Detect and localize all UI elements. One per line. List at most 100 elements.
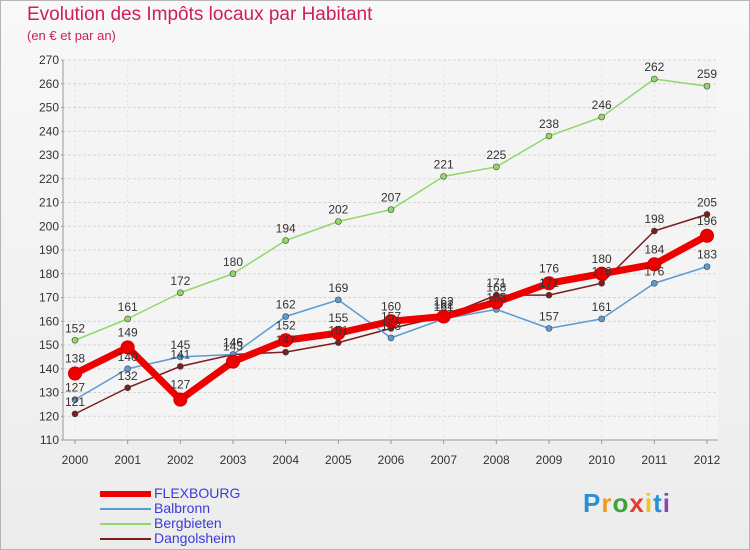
data-point-dangolsheim [335, 339, 342, 346]
data-label-flexbourg: 127 [170, 378, 190, 392]
data-point-bergbieten [651, 75, 658, 83]
data-point-flexbourg [700, 228, 714, 243]
x-tick-label: 2009 [536, 453, 563, 467]
data-point-dangolsheim [703, 211, 711, 218]
data-point-bergbieten [440, 173, 447, 180]
legend-label: FLEXBOURG [154, 485, 241, 501]
data-label-dangolsheim: 146 [223, 336, 243, 350]
legend-swatch [100, 508, 151, 510]
y-tick-label: 110 [40, 433, 59, 447]
data-label-dangolsheim: 132 [118, 369, 138, 383]
x-tick-label: 2004 [272, 453, 299, 467]
data-point-dangolsheim [651, 227, 658, 235]
data-point-flexbourg [647, 257, 662, 272]
data-point-dangolsheim [282, 348, 289, 356]
data-point-dangolsheim [124, 384, 131, 392]
data-point-bergbieten [71, 336, 79, 344]
x-tick-label: 2012 [694, 453, 721, 467]
data-point-bergbieten [703, 82, 711, 90]
data-label-dangolsheim: 151 [328, 324, 348, 338]
data-point-balbronn [124, 365, 131, 373]
data-label-balbronn: 165 [486, 290, 506, 304]
data-point-flexbourg [278, 333, 293, 348]
data-point-flexbourg [436, 309, 451, 324]
grid-lines [63, 59, 718, 441]
data-label-dangolsheim: 205 [697, 195, 717, 209]
data-point-bergbieten [282, 237, 289, 244]
logo-letter: o [612, 488, 630, 518]
data-label-balbronn: 145 [170, 338, 190, 352]
data-point-flexbourg [226, 354, 240, 369]
data-point-balbronn [651, 279, 658, 287]
data-point-flexbourg [120, 340, 135, 355]
data-label-bergbieten: 259 [697, 67, 717, 81]
data-label-flexbourg: 138 [65, 352, 85, 366]
data-label-balbronn: 140 [118, 350, 138, 364]
y-tick-label: 140 [39, 362, 59, 376]
data-label-dangolsheim: 198 [644, 212, 664, 226]
x-tick-label: 2010 [588, 453, 615, 467]
data-point-flexbourg [384, 314, 398, 329]
data-label-bergbieten: 221 [434, 157, 454, 171]
y-tick-label: 170 [39, 291, 59, 305]
x-tick-label: 2008 [483, 453, 510, 467]
logo-letter: x [629, 488, 645, 518]
x-tick-label: 2006 [378, 453, 405, 467]
y-tick-label: 270 [39, 53, 59, 67]
axes: 110 120 130 140 150 160 170 180 190 200 210 220 230 2… [39, 53, 721, 467]
data-label-dangolsheim: 121 [65, 395, 85, 409]
x-tick-label: 2007 [430, 453, 457, 467]
legend-swatch [100, 538, 151, 540]
legend-swatch [100, 491, 151, 497]
y-tick-label: 260 [39, 77, 59, 91]
y-tick-label: 200 [39, 219, 59, 233]
data-label-dangolsheim: 141 [170, 347, 190, 361]
data-label-flexbourg: 143 [223, 340, 243, 354]
y-tick-label: 130 [39, 386, 59, 400]
data-point-bergbieten [545, 132, 553, 140]
data-point-dangolsheim [598, 279, 605, 287]
x-tick-label: 2001 [114, 453, 141, 467]
logo-letter: t [653, 488, 663, 518]
proxiti-logo: Proxiti [583, 488, 671, 519]
x-tick-label: 2011 [641, 453, 667, 467]
y-tick-label: 150 [39, 338, 59, 352]
data-point-balbronn [598, 315, 605, 323]
data-label-bergbieten: 172 [170, 274, 190, 288]
x-tick-label: 2005 [325, 453, 352, 467]
data-point-bergbieten [493, 163, 500, 171]
data-label-bergbieten: 194 [276, 222, 296, 236]
y-tick-label: 190 [39, 243, 59, 257]
data-point-flexbourg [173, 392, 188, 407]
data-point-balbronn [703, 263, 711, 270]
data-point-bergbieten [335, 218, 342, 225]
data-label-balbronn: 146 [223, 336, 243, 350]
data-label-bergbieten: 161 [118, 300, 138, 314]
x-tick-label: 2000 [62, 453, 89, 467]
data-point-bergbieten [387, 206, 395, 213]
data-label-dangolsheim: 176 [592, 264, 612, 278]
data-label-bergbieten: 152 [65, 321, 85, 335]
data-point-flexbourg [331, 326, 346, 341]
data-label-balbronn: 161 [592, 300, 612, 314]
data-point-balbronn [335, 296, 342, 304]
data-label-bergbieten: 207 [381, 191, 401, 205]
legend-label: Dangolsheim [154, 530, 236, 546]
data-label-dangolsheim: 171 [539, 276, 559, 290]
data-label-balbronn: 169 [328, 281, 348, 295]
chart-subtitle: (en € et par an) [27, 28, 116, 43]
data-label-balbronn: 161 [434, 300, 454, 314]
data-label-balbronn: 183 [697, 248, 717, 262]
y-tick-label: 210 [39, 196, 59, 210]
data-label-balbronn: 127 [65, 381, 85, 395]
data-point-dangolsheim [177, 363, 184, 370]
data-point-dangolsheim [545, 291, 553, 299]
data-label-flexbourg: 180 [592, 252, 612, 266]
data-point-balbronn [177, 353, 184, 361]
data-point-bergbieten [598, 113, 605, 121]
data-point-balbronn [387, 334, 395, 342]
data-point-balbronn [545, 325, 553, 332]
x-tick-label: 2003 [220, 453, 247, 467]
logo-letter: i [644, 488, 654, 518]
